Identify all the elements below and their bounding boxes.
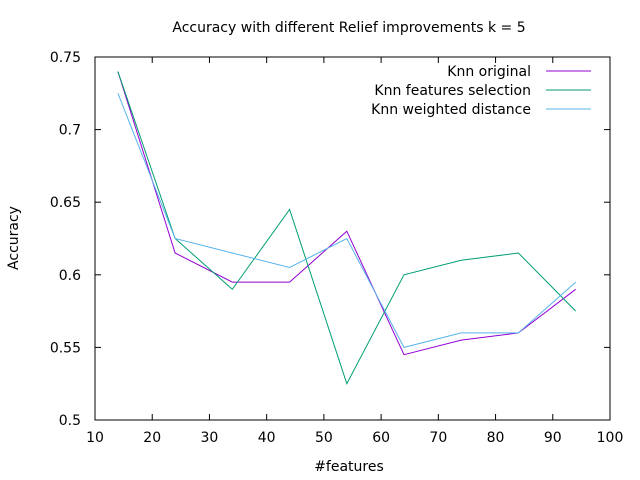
legend: Knn original Knn features selection Knn we…	[371, 64, 591, 118]
series-line-1	[117, 71, 577, 356]
y-axis-title: Accuracy	[6, 206, 22, 270]
x-tick-label: 70	[429, 430, 447, 446]
x-tick-label: 60	[372, 430, 390, 446]
y-tick-label: 0.6	[59, 268, 81, 284]
axis-ticks: 10 20 30 40 50 60 70 80 90 100 0.5 0.55 0.6 0.65 0.7 0.…	[50, 50, 624, 446]
x-tick-label: 80	[487, 430, 505, 446]
legend-label: Knn original	[447, 64, 531, 80]
x-tick-label: 90	[544, 430, 562, 446]
x-tick-label: 50	[315, 430, 333, 446]
y-tick-label: 0.75	[50, 50, 81, 66]
x-axis-title: #features	[314, 459, 384, 475]
x-tick-label: 20	[143, 430, 161, 446]
series-line-3	[117, 93, 577, 348]
legend-label: Knn weighted distance	[371, 102, 531, 118]
legend-label: Knn features selection	[374, 83, 531, 99]
x-tick-label: 10	[86, 430, 104, 446]
plot-frame	[94, 56, 611, 421]
x-tick-label: 40	[258, 430, 276, 446]
y-tick-label: 0.7	[59, 123, 81, 139]
series-line-2	[117, 71, 577, 385]
y-tick-label: 0.55	[50, 340, 81, 356]
y-tick-label: 0.5	[59, 413, 81, 429]
series-group	[117, 71, 577, 385]
x-tick-label: 100	[597, 430, 624, 446]
y-tick-label: 0.65	[50, 195, 81, 211]
chart-title: Accuracy with different Relief improveme…	[172, 20, 525, 36]
x-tick-label: 30	[201, 430, 219, 446]
